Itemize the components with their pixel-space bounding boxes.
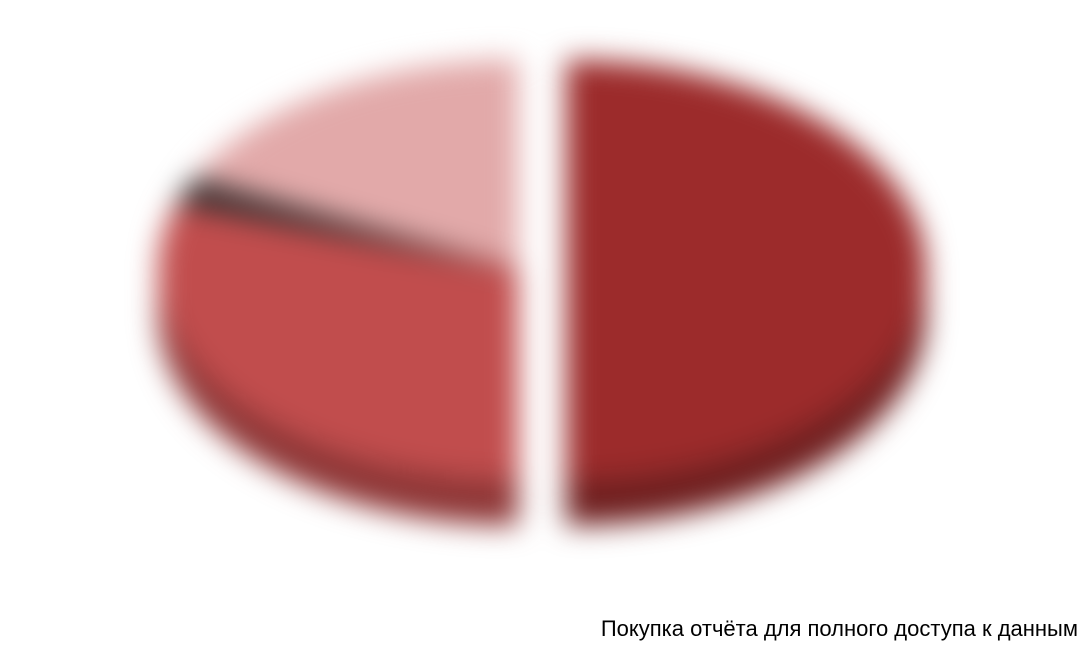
figure-stage: Покупка отчёта для полного доступа к дан… <box>0 0 1080 656</box>
pie-chart-3d <box>90 0 990 565</box>
purchase-caption: Покупка отчёта для полного доступа к дан… <box>601 616 1078 642</box>
pie-svg <box>90 0 990 560</box>
